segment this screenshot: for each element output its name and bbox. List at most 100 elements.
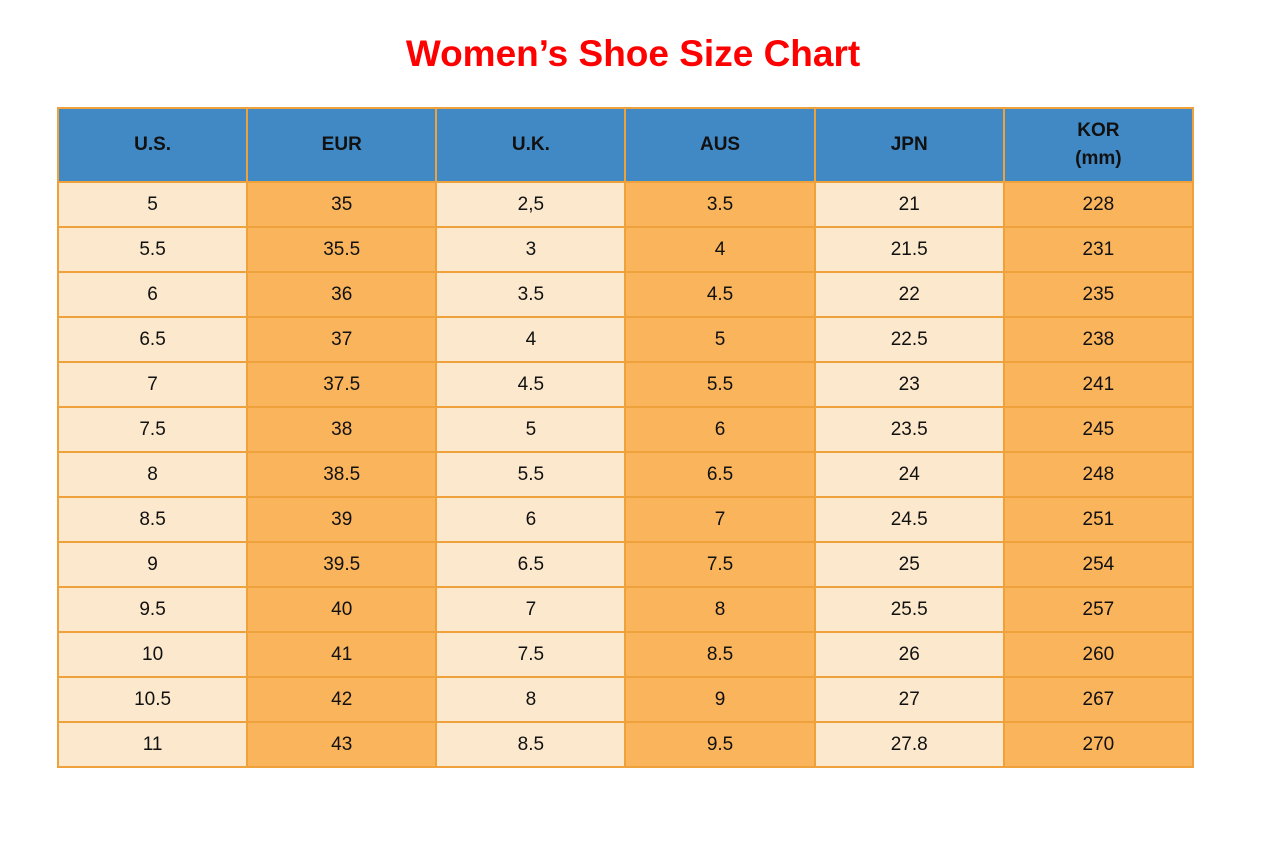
table-cell: 27.8 xyxy=(813,721,1005,768)
table-cell: 4 xyxy=(435,316,627,363)
table-cell: 4.5 xyxy=(435,361,627,408)
table-cell: 25.5 xyxy=(813,586,1005,633)
table-cell: 5.5 xyxy=(624,361,816,408)
table-cell: 7 xyxy=(435,586,627,633)
table-cell: 8 xyxy=(435,676,627,723)
table-row: 6 36 3.5 4.5 22 235 xyxy=(56,271,1195,318)
table-row: 10.5 42 8 9 27 267 xyxy=(56,676,1195,723)
table-cell: 25 xyxy=(813,541,1005,588)
table-cell: 24.5 xyxy=(813,496,1005,543)
table-cell: 5.5 xyxy=(435,451,627,498)
table-cell: 9 xyxy=(624,676,816,723)
table-cell: 3 xyxy=(435,226,627,273)
column-header-us: U.S. xyxy=(56,107,249,183)
table-cell: 8.5 xyxy=(624,631,816,678)
table-cell: 40 xyxy=(246,586,438,633)
header-row: U.S. EUR U.K. AUS JPN KOR (mm) xyxy=(56,107,1195,183)
table-cell: 42 xyxy=(246,676,438,723)
table-cell: 7 xyxy=(624,496,816,543)
table-cell: 248 xyxy=(1002,451,1195,498)
table-cell: 235 xyxy=(1002,271,1195,318)
table-cell: 23 xyxy=(813,361,1005,408)
table-row: 7 37.5 4.5 5.5 23 241 xyxy=(56,361,1195,408)
column-header-jpn: JPN xyxy=(813,107,1005,183)
table-cell: 254 xyxy=(1002,541,1195,588)
table-row: 7.5 38 5 6 23.5 245 xyxy=(56,406,1195,453)
table-cell: 270 xyxy=(1002,721,1195,768)
table-cell: 8.5 xyxy=(435,721,627,768)
table-cell: 6 xyxy=(56,271,249,318)
shoe-size-table: U.S. EUR U.K. AUS JPN KOR (mm) 5 35 2,5 3.5… xyxy=(56,107,1195,768)
table-cell: 9.5 xyxy=(56,586,249,633)
table-cell: 8 xyxy=(624,586,816,633)
table-cell: 257 xyxy=(1002,586,1195,633)
page-title: Women’s Shoe Size Chart xyxy=(405,33,861,74)
table-cell: 26 xyxy=(813,631,1005,678)
table-cell: 5.5 xyxy=(56,226,249,273)
table-row: 6.5 37 4 5 22.5 238 xyxy=(56,316,1195,363)
table-cell: 7.5 xyxy=(56,406,249,453)
table-cell: 267 xyxy=(1002,676,1195,723)
table-cell: 21 xyxy=(813,181,1005,228)
table-cell: 4 xyxy=(624,226,816,273)
table-row: 11 43 8.5 9.5 27.8 270 xyxy=(56,721,1195,768)
table-row: 5 35 2,5 3.5 21 228 xyxy=(56,181,1195,228)
table-cell: 5 xyxy=(624,316,816,363)
table-cell: 43 xyxy=(246,721,438,768)
table-cell: 6.5 xyxy=(624,451,816,498)
table-cell: 2,5 xyxy=(435,181,627,228)
table-cell: 35 xyxy=(246,181,438,228)
table-cell: 8 xyxy=(56,451,249,498)
table-row: 5.5 35.5 3 4 21.5 231 xyxy=(56,226,1195,273)
table-cell: 6.5 xyxy=(56,316,249,363)
table-cell: 238 xyxy=(1002,316,1195,363)
table-cell: 38 xyxy=(246,406,438,453)
table-cell: 27 xyxy=(813,676,1005,723)
table-cell: 10 xyxy=(56,631,249,678)
table-cell: 6 xyxy=(435,496,627,543)
table-cell: 7.5 xyxy=(624,541,816,588)
table-cell: 3.5 xyxy=(435,271,627,318)
table-cell: 9 xyxy=(56,541,249,588)
table-row: 8.5 39 6 7 24.5 251 xyxy=(56,496,1195,543)
table-cell: 251 xyxy=(1002,496,1195,543)
table-cell: 7.5 xyxy=(435,631,627,678)
table-cell: 5 xyxy=(56,181,249,228)
table-cell: 4.5 xyxy=(624,271,816,318)
column-header-uk: U.K. xyxy=(435,107,627,183)
table-row: 8 38.5 5.5 6.5 24 248 xyxy=(56,451,1195,498)
table-header: U.S. EUR U.K. AUS JPN KOR (mm) xyxy=(56,107,1195,183)
table-cell: 231 xyxy=(1002,226,1195,273)
table-row: 9.5 40 7 8 25.5 257 xyxy=(56,586,1195,633)
table-cell: 6 xyxy=(624,406,816,453)
column-header-aus: AUS xyxy=(624,107,816,183)
table-cell: 41 xyxy=(246,631,438,678)
table-cell: 9.5 xyxy=(624,721,816,768)
table-cell: 11 xyxy=(56,721,249,768)
table-cell: 39 xyxy=(246,496,438,543)
table-cell: 39.5 xyxy=(246,541,438,588)
table-cell: 10.5 xyxy=(56,676,249,723)
table-cell: 37.5 xyxy=(246,361,438,408)
table-cell: 8.5 xyxy=(56,496,249,543)
column-header-kor: KOR (mm) xyxy=(1002,107,1195,183)
table-cell: 7 xyxy=(56,361,249,408)
column-header-eur: EUR xyxy=(246,107,438,183)
table-body: 5 35 2,5 3.5 21 228 5.5 35.5 3 4 21.5 231 6 36 3.5 4.5 2… xyxy=(56,181,1195,768)
table-row: 9 39.5 6.5 7.5 25 254 xyxy=(56,541,1195,588)
table-cell: 35.5 xyxy=(246,226,438,273)
table-cell: 38.5 xyxy=(246,451,438,498)
table-cell: 24 xyxy=(813,451,1005,498)
table-cell: 21.5 xyxy=(813,226,1005,273)
table-cell: 228 xyxy=(1002,181,1195,228)
table-cell: 36 xyxy=(246,271,438,318)
table-cell: 241 xyxy=(1002,361,1195,408)
table-cell: 5 xyxy=(435,406,627,453)
table-cell: 3.5 xyxy=(624,181,816,228)
table-cell: 23.5 xyxy=(813,406,1005,453)
table-row: 10 41 7.5 8.5 26 260 xyxy=(56,631,1195,678)
table-cell: 22 xyxy=(813,271,1005,318)
table-cell: 22.5 xyxy=(813,316,1005,363)
table-cell: 37 xyxy=(246,316,438,363)
table-cell: 260 xyxy=(1002,631,1195,678)
